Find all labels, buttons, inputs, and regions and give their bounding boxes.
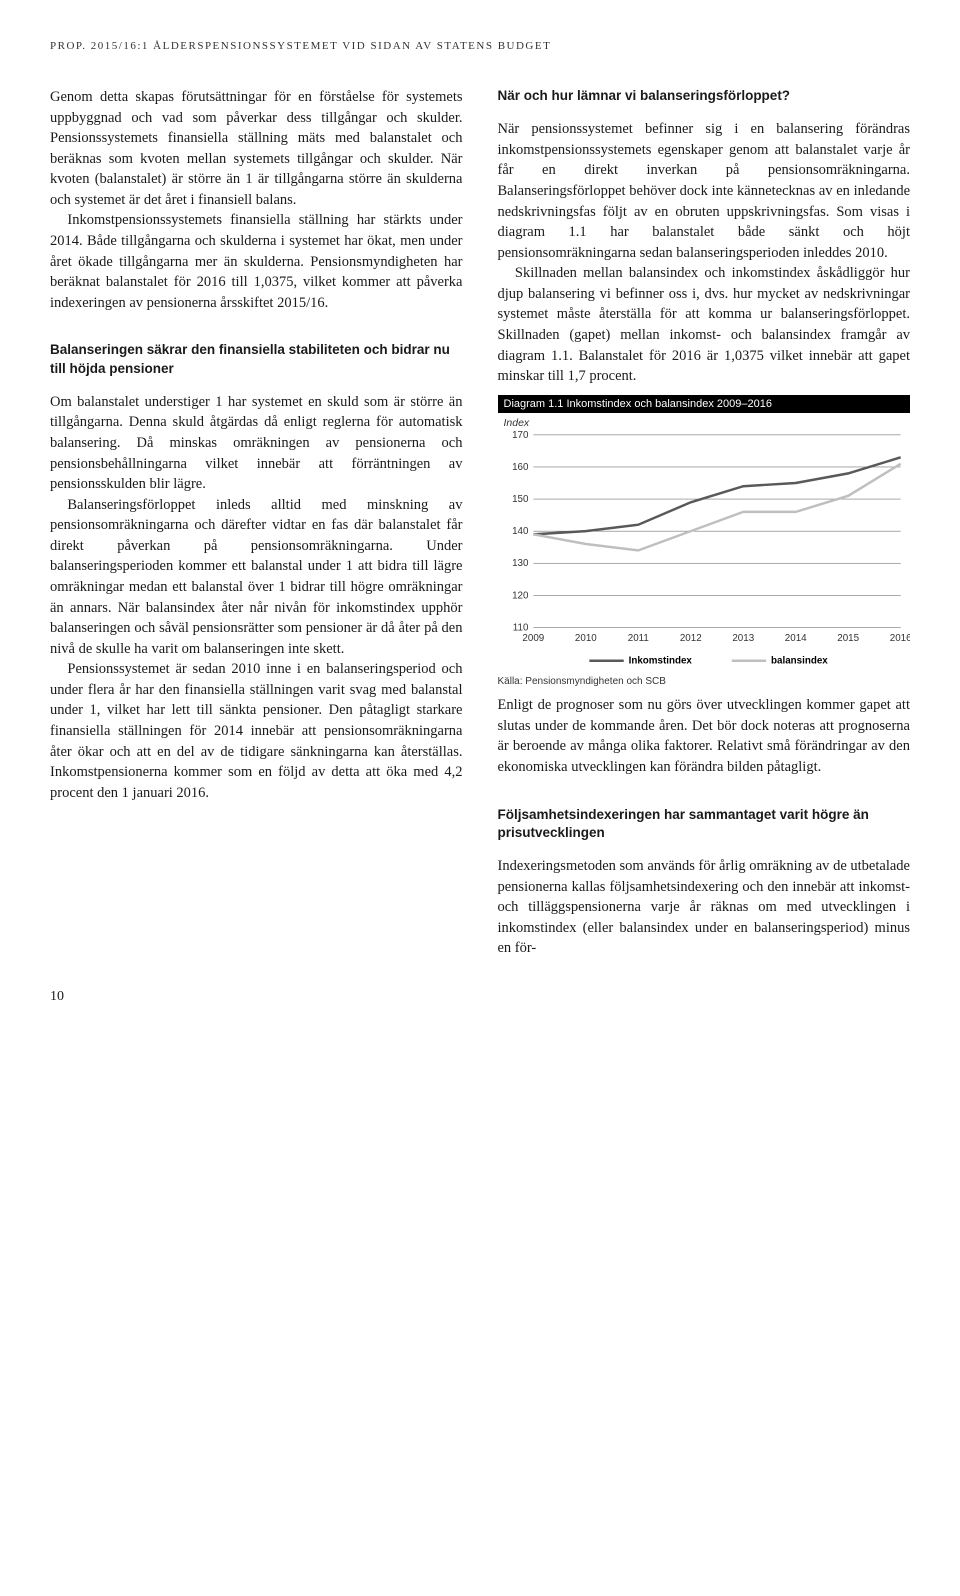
svg-text:130: 130 [512,558,529,569]
svg-text:2010: 2010 [574,633,596,644]
body-para: Pensionssystemet är sedan 2010 inne i en… [50,659,463,803]
svg-text:Inkomstindex: Inkomstindex [628,655,692,666]
svg-text:170: 170 [512,430,529,441]
svg-text:balansindex: balansindex [771,655,828,666]
svg-text:2014: 2014 [784,633,806,644]
svg-text:160: 160 [512,462,529,473]
svg-text:2016: 2016 [889,633,910,644]
body-para: Inkomstpensionssystemets finansiella stä… [50,210,463,313]
svg-text:150: 150 [512,494,529,505]
subheading: Följsamhetsindexeringen har sammantaget … [498,806,911,842]
two-column-layout: Genom detta skapas förutsättningar för e… [50,87,910,959]
chart-source: Källa: Pensionsmyndigheten och SCB [498,676,911,687]
body-para: Genom detta skapas förutsättningar för e… [50,87,463,210]
chart-title: Diagram 1.1 Inkomstindex och balansindex… [498,395,911,413]
left-column: Genom detta skapas förutsättningar för e… [50,87,463,959]
svg-text:2015: 2015 [837,633,859,644]
svg-text:2011: 2011 [627,633,648,644]
body-para: Indexeringsmetoden som används för årlig… [498,856,911,959]
subheading: När och hur lämnar vi balanseringsförlop… [498,87,911,105]
page-header: PROP. 2015/16:1 ÅLDERSPENSIONSSYSTEMET V… [50,40,910,52]
body-para: Balanseringsförloppet inleds alltid med … [50,495,463,660]
svg-text:2009: 2009 [522,633,544,644]
body-para: Skillnaden mellan balansindex och inkoms… [498,263,911,386]
body-para: Om balanstalet understiger 1 har systeme… [50,392,463,495]
svg-text:140: 140 [512,526,529,537]
chart-1-1: Diagram 1.1 Inkomstindex och balansindex… [498,395,911,688]
svg-text:120: 120 [512,590,529,601]
chart-svg: 110 120 130 140 150 160 170 2009 2010 2011 2012 201… [498,429,911,675]
body-para: Enligt de prognoser som nu görs över utv… [498,695,911,777]
subheading: Balanseringen säkrar den finansiella sta… [50,341,463,377]
svg-text:110: 110 [512,622,528,633]
right-column: När och hur lämnar vi balanseringsförlop… [498,87,911,959]
svg-text:2013: 2013 [732,633,754,644]
chart-y-axis-label: Index [504,417,911,429]
svg-text:2012: 2012 [679,633,701,644]
page-number: 10 [50,989,910,1005]
body-para: När pensionssystemet befinner sig i en b… [498,119,911,263]
